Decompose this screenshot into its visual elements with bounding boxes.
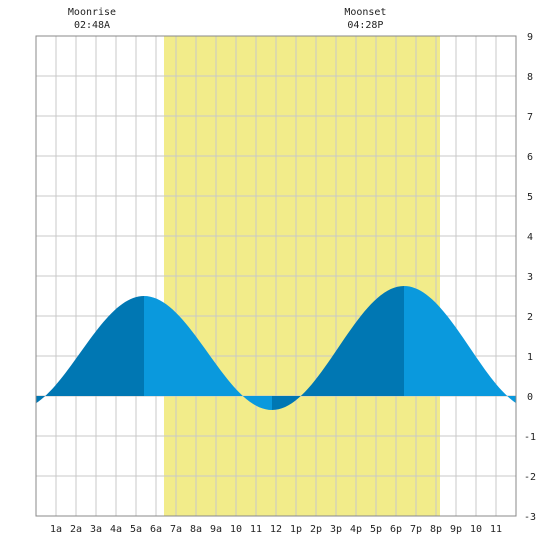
x-tick-label: 4a: [110, 524, 122, 535]
tide-rising-area: [36, 296, 144, 404]
x-tick-label: 3p: [330, 524, 342, 535]
x-tick-label: 9p: [450, 524, 462, 535]
x-tick-label: 8p: [430, 524, 442, 535]
x-tick-label: 4p: [350, 524, 362, 535]
y-tick-label: 9: [527, 32, 533, 43]
y-tick-label: 0: [527, 392, 533, 403]
x-tick-label: 11: [490, 524, 502, 535]
moonset-time: 04:28P: [347, 20, 383, 31]
x-tick-label: 11: [250, 524, 262, 535]
x-tick-label: 7p: [410, 524, 422, 535]
x-tick-label: 2a: [70, 524, 82, 535]
y-tick-label: 3: [527, 272, 533, 283]
x-tick-label: 10: [470, 524, 482, 535]
y-tick-label: 4: [527, 232, 533, 243]
y-tick-label: 7: [527, 112, 533, 123]
y-tick-label: 8: [527, 72, 533, 83]
moonrise-label: Moonrise: [68, 7, 116, 18]
y-tick-label: 6: [527, 152, 533, 163]
x-tick-label: 5p: [370, 524, 382, 535]
x-tick-label: 6p: [390, 524, 402, 535]
y-tick-label: 2: [527, 312, 533, 323]
y-tick-label: -1: [524, 432, 536, 443]
tide-falling-area: [144, 296, 272, 410]
tide-rising-area: [272, 286, 404, 410]
x-tick-label: 12: [270, 524, 282, 535]
y-tick-label: 5: [527, 192, 533, 203]
x-tick-label: 10: [230, 524, 242, 535]
x-tick-label: 2p: [310, 524, 322, 535]
x-tick-label: 3a: [90, 524, 102, 535]
x-tick-label: 9a: [210, 524, 222, 535]
x-tick-label: 8a: [190, 524, 202, 535]
y-tick-label: 1: [527, 352, 533, 363]
y-tick-label: -3: [524, 512, 536, 523]
x-tick-label: 6a: [150, 524, 162, 535]
x-tick-label: 5a: [130, 524, 142, 535]
tide-falling-area: [404, 286, 516, 404]
x-tick-label: 7a: [170, 524, 182, 535]
moonrise-time: 02:48A: [74, 20, 110, 31]
x-tick-label: 1a: [50, 524, 62, 535]
plot-border: [35, 35, 517, 517]
y-tick-label: -2: [524, 472, 536, 483]
x-tick-label: 1p: [290, 524, 302, 535]
moonset-label: Moonset: [344, 7, 386, 18]
